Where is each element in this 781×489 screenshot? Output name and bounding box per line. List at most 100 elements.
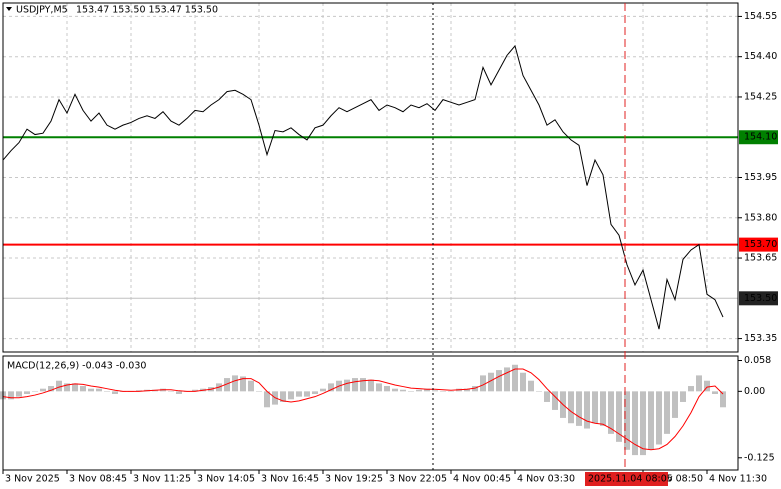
macd-panel-frame — [2, 355, 739, 471]
histogram-bar — [304, 391, 310, 397]
histogram-bar — [392, 388, 398, 392]
histogram-bar — [696, 375, 702, 392]
y-tick-label: 153.80 — [744, 212, 777, 223]
histogram-bar — [576, 391, 582, 426]
histogram-bar — [384, 386, 390, 392]
histogram-bar — [328, 383, 334, 392]
histogram-bar — [240, 376, 246, 392]
x-tick-label: 3 Nov 19:25 — [325, 474, 383, 485]
histogram-bar — [480, 375, 486, 392]
histogram-bar — [232, 375, 238, 392]
histogram-bar — [288, 391, 294, 400]
level-label: 153.70 — [744, 239, 777, 250]
level-label-box — [739, 291, 778, 306]
histogram-bar — [608, 391, 614, 434]
menu-icon — [6, 7, 12, 11]
y-tick-label: 153.95 — [744, 172, 777, 183]
histogram-bar — [192, 389, 198, 392]
histogram-bar — [344, 379, 350, 392]
histogram-bar — [544, 391, 550, 402]
overlay: 154.55 154.40 154.25 153.95 153.80 153.65 153.… — [5, 11, 778, 486]
histogram-bar — [520, 372, 526, 392]
x-tick-label: 4 Nov 00:45 — [453, 474, 511, 485]
histogram-bar — [96, 388, 102, 392]
histogram-bar — [64, 383, 70, 392]
histogram-bar — [720, 391, 726, 408]
histogram-bar — [496, 370, 502, 392]
histogram-bar — [264, 391, 270, 408]
x-tick-label: 4 Nov 11:30 — [709, 474, 767, 485]
histogram-bar — [104, 391, 110, 392]
histogram-bar — [32, 391, 38, 392]
histogram-bar — [528, 380, 534, 392]
x-tick-label: 3 Nov 14:05 — [197, 474, 255, 485]
histogram-bar — [360, 378, 366, 392]
level-label-box — [739, 237, 778, 252]
price-panel-frame — [2, 2, 739, 353]
histogram-bar — [416, 389, 422, 392]
histogram-bar — [656, 391, 662, 445]
histogram-bar — [248, 380, 254, 392]
x-tick-label: 3 Nov 11:25 — [133, 474, 191, 485]
histogram-bar — [256, 391, 262, 392]
x-tick-label: 3 Nov 2025 — [5, 474, 60, 485]
macd-title: MACD(12,26,9) -0.043 -0.030 — [7, 361, 146, 372]
histogram-bar — [224, 378, 230, 392]
series-line — [2, 44, 724, 330]
y-tick-label: 0.058 — [744, 355, 771, 366]
histogram-bar — [440, 391, 446, 392]
histogram-bar — [400, 389, 406, 392]
histogram-bar — [168, 391, 174, 392]
x-tick-label: 3 Nov 22:05 — [389, 474, 447, 485]
cursor-label-box — [585, 472, 668, 486]
y-tick-label: 153.35 — [744, 333, 777, 344]
histogram-bar — [488, 372, 494, 392]
histogram-bar — [680, 391, 686, 402]
y-tick-label: 0.00 — [744, 386, 765, 397]
histogram-bar — [56, 380, 62, 392]
histogram-bar — [112, 391, 118, 394]
x-tick-label: 3 Nov 08:45 — [69, 474, 127, 485]
histogram-bar — [584, 391, 590, 429]
histogram-bar — [376, 383, 382, 392]
histogram-bar — [280, 391, 286, 402]
histogram-bar — [552, 391, 558, 410]
histogram-bar — [432, 390, 438, 392]
x-tick-label: 4 Nov 08:50 — [645, 474, 703, 485]
histogram-bar — [632, 391, 638, 456]
histogram-bar — [640, 391, 646, 456]
histogram-bar — [568, 391, 574, 424]
histogram-bar — [16, 391, 22, 397]
ohlc: 153.47 153.50 153.47 153.50 — [76, 5, 218, 16]
histogram-bar — [672, 391, 678, 418]
histogram-bar — [624, 391, 630, 450]
histogram-bar — [176, 391, 182, 394]
histogram-bar — [504, 367, 510, 392]
histogram-bar — [352, 378, 358, 392]
histogram-bar — [464, 388, 470, 392]
histogram-bar — [312, 391, 318, 394]
y-tick-label: 154.25 — [744, 91, 777, 102]
x-tick-label: 3 Nov 16:45 — [261, 474, 319, 485]
histogram-bar — [592, 391, 598, 424]
histogram-bar — [136, 390, 142, 392]
y-tick-label: 154.40 — [744, 51, 777, 62]
histogram-bar — [424, 388, 430, 392]
histogram-bar — [48, 386, 54, 392]
histogram-bar — [296, 391, 302, 397]
histogram-bar — [8, 391, 14, 400]
histogram-bar — [320, 388, 326, 392]
histogram-bar — [712, 391, 718, 394]
y-tick-label: -0.125 — [744, 452, 775, 463]
histogram-bar — [704, 380, 710, 392]
histogram-bar — [72, 383, 78, 392]
histogram-bar — [472, 386, 478, 392]
histogram-bar — [24, 391, 30, 394]
histogram-bar — [40, 388, 46, 392]
y-tick-label: 153.65 — [744, 253, 777, 264]
histogram-bar — [616, 391, 622, 442]
histogram-bar — [600, 391, 606, 426]
y-tick-label: 154.55 — [744, 11, 777, 22]
marks — [0, 44, 738, 456]
